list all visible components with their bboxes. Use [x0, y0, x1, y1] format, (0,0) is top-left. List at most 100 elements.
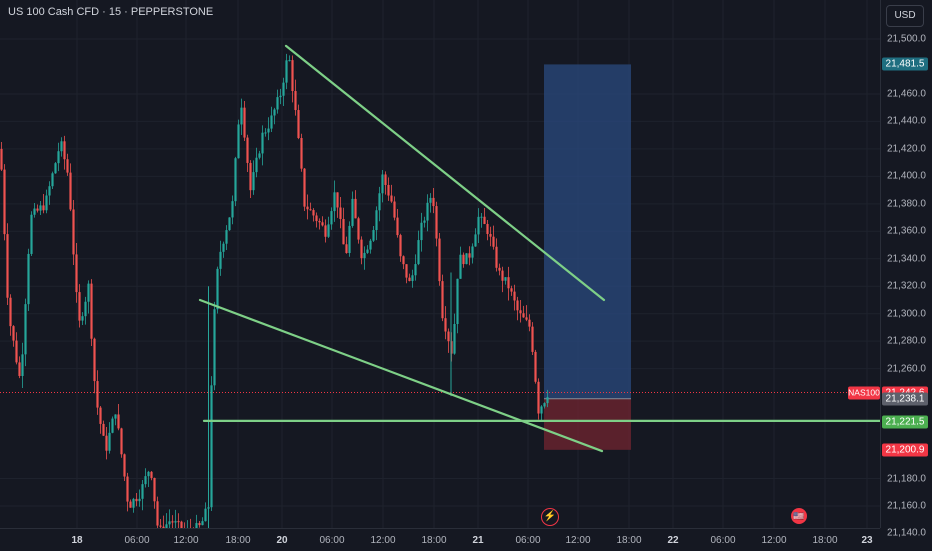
time-tick-label: 06:00	[124, 535, 150, 546]
us-flag-event-icon[interactable]: 🇺🇸	[791, 508, 807, 524]
candle-up	[540, 406, 543, 414]
candle-down	[507, 277, 510, 289]
price-tick-label: 21,280.0	[887, 335, 926, 347]
time-tick-label: 12:00	[761, 535, 787, 546]
candle-down	[396, 217, 399, 236]
candle-up	[21, 354, 24, 376]
candle-down	[447, 331, 450, 342]
chart-title[interactable]: US 100 Cash CFD · 15 · PEPPERSTONE	[8, 6, 214, 18]
time-axis[interactable]: 18 06:00 12:00 18:00 20 06:00 12:00 18:00 21 06:0…	[0, 528, 880, 551]
candle-down	[42, 205, 45, 211]
candle-down	[291, 60, 294, 92]
candle-down	[156, 501, 159, 526]
candle-down	[525, 317, 528, 320]
candle-up	[273, 109, 276, 116]
candle-up	[261, 132, 264, 154]
candle-up	[417, 240, 420, 265]
price-tick-label: 21,300.0	[887, 308, 926, 320]
candle-up	[504, 277, 507, 281]
time-tick-label: 18:00	[225, 535, 251, 546]
candle-up	[204, 508, 207, 522]
candle-up	[255, 157, 258, 173]
candle-up	[225, 230, 228, 244]
candle-up	[546, 397, 549, 404]
candle-down	[171, 521, 174, 523]
candle-down	[483, 216, 486, 224]
candle-up	[477, 216, 480, 235]
time-tick-label: 23	[861, 535, 873, 546]
time-tick-label: 12:00	[565, 535, 591, 546]
candle-up	[267, 128, 270, 133]
candle-up	[54, 163, 57, 174]
candle-up	[114, 414, 117, 419]
time-tick-label: 20	[276, 535, 288, 546]
candle-down	[69, 172, 72, 210]
candle-down	[153, 477, 156, 502]
candle-down	[513, 291, 516, 301]
candle-down	[492, 236, 495, 247]
candle-down	[177, 521, 180, 523]
candle-up	[213, 309, 216, 386]
candle-down	[522, 313, 525, 318]
candle-up	[375, 210, 378, 231]
candle-up	[423, 220, 426, 223]
candle-up	[330, 211, 333, 225]
candle-down	[309, 209, 312, 211]
candle-up	[147, 471, 150, 477]
currency-button[interactable]: USD	[886, 5, 924, 27]
candle-down	[78, 292, 81, 321]
candle-up	[108, 432, 111, 451]
profit-target-zone	[544, 64, 631, 399]
time-tick-label: 18	[71, 535, 83, 546]
candle-down	[159, 525, 162, 527]
candle-up	[222, 243, 225, 252]
candle-down	[441, 281, 444, 319]
candle-up	[372, 230, 375, 241]
candle-down	[66, 159, 69, 173]
candle-up	[30, 214, 33, 254]
price-tick-label: 21,160.0	[887, 500, 926, 512]
candle-up	[369, 240, 372, 250]
candle-down	[90, 283, 93, 339]
candle-down	[249, 162, 252, 191]
candle-down	[93, 338, 96, 382]
candle-up	[351, 198, 354, 226]
candle-down	[312, 210, 315, 216]
candle-down	[315, 215, 318, 222]
candle-up	[465, 253, 468, 265]
candle-up	[60, 141, 63, 152]
candle-down	[432, 197, 435, 207]
candle-up	[381, 174, 384, 194]
candle-down	[198, 523, 201, 526]
candlestick-chart[interactable]	[0, 0, 882, 543]
price-tick-label: 21,420.0	[887, 143, 926, 155]
candle-down	[243, 107, 246, 138]
candle-down	[318, 221, 321, 223]
candle-up	[276, 97, 279, 110]
candle-up	[378, 193, 381, 211]
price-axis[interactable]: 21,500.0 21,460.0 21,440.0 21,420.0 21,400.0…	[880, 0, 932, 539]
trendline-1	[284, 44, 606, 302]
candle-up	[24, 304, 27, 355]
candle-up	[348, 225, 351, 254]
candle-down	[72, 209, 75, 255]
candle-up	[201, 521, 204, 526]
price-tick-label: 21,320.0	[887, 280, 926, 292]
candle-down	[519, 310, 522, 314]
current-price-label: 21,238.1	[882, 392, 928, 406]
candle-down	[408, 277, 411, 282]
candle-up	[228, 217, 231, 231]
candle-down	[354, 198, 357, 219]
price-tick-label: 21,180.0	[887, 473, 926, 485]
candle-down	[357, 218, 360, 240]
chart-pane[interactable]: US 100 Cash CFD · 15 · PEPPERSTONE ⚡ 🇺🇸 …	[0, 0, 882, 543]
candle-up	[144, 476, 147, 485]
candle-up	[48, 186, 51, 196]
candle-down	[6, 234, 9, 298]
lightning-event-icon[interactable]: ⚡	[541, 508, 559, 526]
candle-down	[534, 351, 537, 382]
candle-up	[474, 234, 477, 247]
time-tick-label: 22	[667, 535, 679, 546]
candle-down	[498, 267, 501, 271]
candle-up	[138, 498, 141, 502]
